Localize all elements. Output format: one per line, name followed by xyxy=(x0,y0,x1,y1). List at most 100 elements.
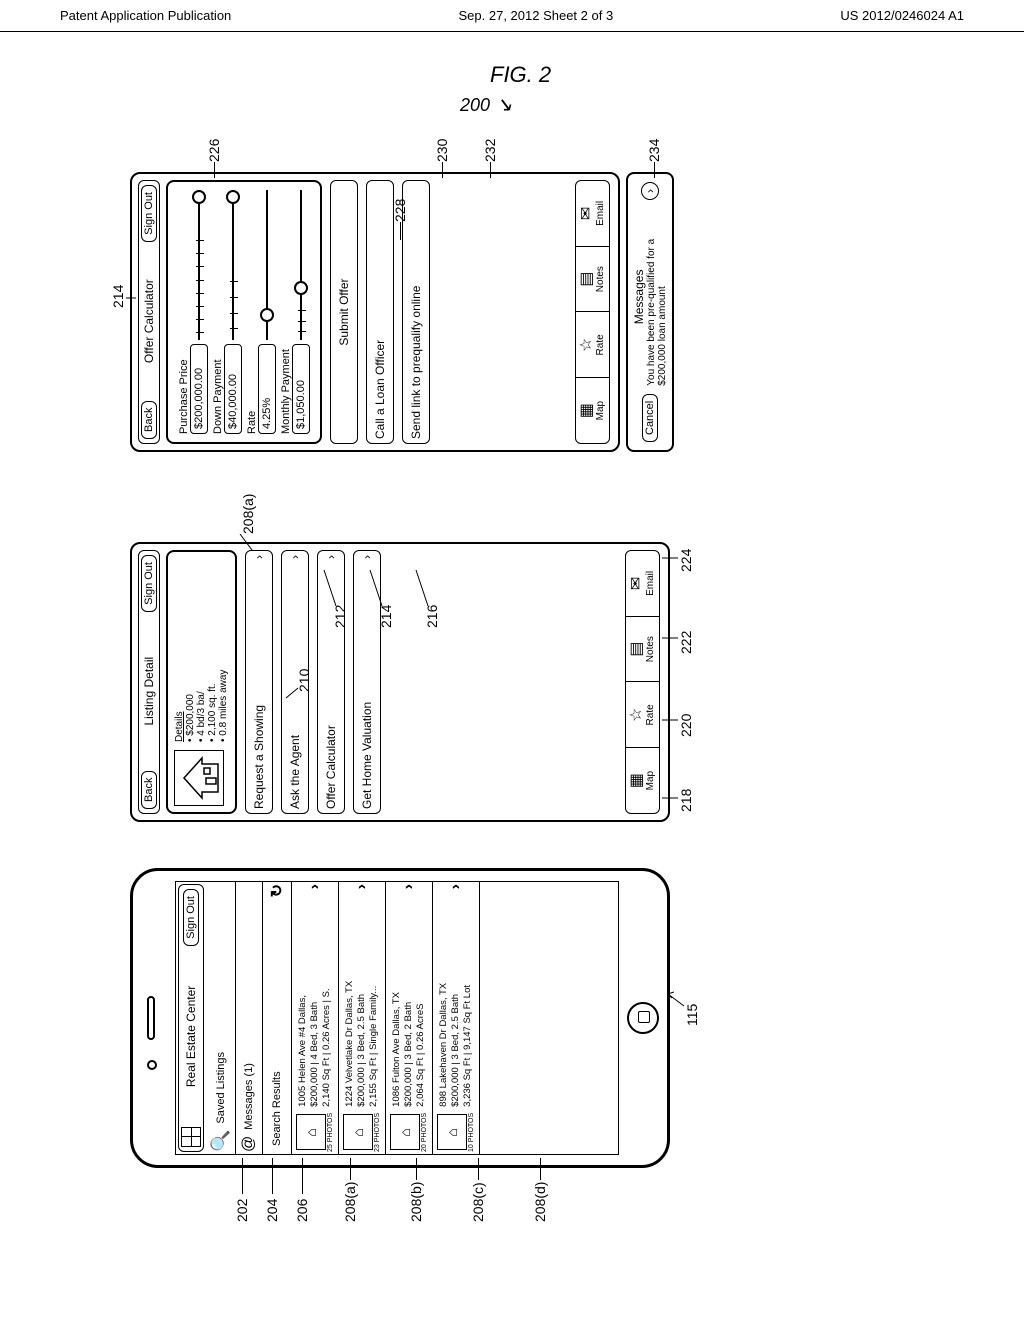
page-header: Patent Application Publication Sep. 27, … xyxy=(0,0,1024,32)
leader xyxy=(414,566,434,606)
home-button[interactable] xyxy=(627,1002,659,1034)
leader xyxy=(284,684,300,700)
rate-button[interactable]: ☆Rate xyxy=(626,682,659,748)
label: Rate xyxy=(645,704,656,725)
pub-right: US 2012/0246024 A1 xyxy=(840,8,964,23)
rate-slider[interactable] xyxy=(260,190,274,340)
cancel-button[interactable]: Cancel xyxy=(642,394,658,442)
house-icon xyxy=(174,750,224,806)
label: Get Home Valuation xyxy=(360,702,374,809)
at-icon: @ xyxy=(240,1136,258,1152)
purchase-input[interactable]: $200,000.00 xyxy=(190,344,208,434)
label: Map xyxy=(595,401,606,420)
saved-listings-row[interactable]: 🔍 Saved Listings xyxy=(206,882,236,1154)
email-icon: ✉ xyxy=(629,551,645,616)
purchase-slider[interactable] xyxy=(192,190,206,340)
detail-price: • $200,000 xyxy=(185,670,196,742)
screen-title: Offer Calculator xyxy=(142,279,156,363)
ref-204: 204 xyxy=(264,1199,280,1222)
notes-button[interactable]: ▤Notes xyxy=(576,246,609,312)
speaker-icon xyxy=(147,996,155,1040)
sqft: 2,155 Sq Ft | Single Family... xyxy=(368,981,380,1107)
house-icon: ⌂ xyxy=(390,1114,420,1150)
rate-label: Rate xyxy=(246,190,258,434)
back-button[interactable]: Back xyxy=(141,401,157,439)
label: Call a Loan Officer xyxy=(373,340,387,439)
back-button[interactable]: Back xyxy=(141,771,157,809)
map-icon: ▦ xyxy=(579,378,595,443)
screen-offer-calculator: Back Offer Calculator Sign Out Purchase … xyxy=(130,172,620,452)
photo-count: 25 PHOTOS xyxy=(327,1113,334,1152)
search-label: Search Results xyxy=(271,1071,283,1146)
map-button[interactable]: ▦Map xyxy=(576,377,609,443)
ref-222: 222 xyxy=(678,631,694,654)
email-button[interactable]: ✉Email xyxy=(626,551,659,616)
submit-offer-button[interactable]: Submit Offer xyxy=(330,180,358,444)
figure-2: FIG. 2 200 ↘ Real Estate Center Sign Out… xyxy=(0,32,1024,1292)
request-showing-button[interactable]: Request a Showing › xyxy=(245,550,273,814)
chevron-right-icon[interactable]: › xyxy=(641,182,659,200)
ref-214b: 214 xyxy=(110,285,126,308)
rate-button[interactable]: ☆Rate xyxy=(576,312,609,378)
purchase-label: Purchase Price xyxy=(178,190,190,434)
detail-beds: • 4 bd/3 ba/ xyxy=(196,670,207,742)
leader xyxy=(662,554,680,562)
notes-icon: ▤ xyxy=(579,247,595,312)
map-button[interactable]: ▦Map xyxy=(626,747,659,813)
down-label: Down Payment xyxy=(212,190,224,434)
ref-202: 202 xyxy=(234,1199,250,1222)
listing-row-d[interactable]: ⌂ 10 PHOTOS 898 Lakehaven Dr Dallas, TX … xyxy=(433,882,480,1154)
leader xyxy=(368,566,388,606)
label: Request a Showing xyxy=(252,705,266,809)
camera-icon xyxy=(147,1060,157,1070)
house-icon: ⌂ xyxy=(296,1114,326,1150)
label: Notes xyxy=(645,636,656,662)
leader xyxy=(662,794,680,802)
monthly-slider[interactable] xyxy=(294,190,308,340)
sqft: 3,236 Sq Ft | 9,147 Sq Ft Lot xyxy=(462,983,474,1107)
ref-230: 230 xyxy=(434,139,450,162)
bottom-toolbar: ▦Map ☆Rate ▤Notes ✉Email xyxy=(625,550,660,814)
notes-button[interactable]: ▤Notes xyxy=(626,616,659,682)
signout-button[interactable]: Sign Out xyxy=(183,889,199,946)
notes-icon: ▤ xyxy=(629,617,645,682)
screen-title: Listing Detail xyxy=(142,657,156,726)
listing-row-b[interactable]: ⌂ 23 PHOTOS 1224 Velvetlake Dr Dallas, T… xyxy=(339,882,386,1154)
monthly-input[interactable]: $1,050.00 xyxy=(292,344,310,434)
phone-device: Real Estate Center Sign Out 🔍 Saved List… xyxy=(130,868,670,1168)
saved-label: Saved Listings xyxy=(215,1052,227,1124)
pub-center: Sep. 27, 2012 Sheet 2 of 3 xyxy=(459,8,614,23)
addr: 898 Lakehaven Dr Dallas, TX xyxy=(438,983,450,1107)
ref-224: 224 xyxy=(678,549,694,572)
down-slider[interactable] xyxy=(226,190,240,340)
price-beds: $200,000 | 3 Bed, 2 Bath xyxy=(403,992,415,1107)
star-icon: ☆ xyxy=(579,313,595,378)
details-label: Details xyxy=(174,670,185,742)
refresh-icon[interactable]: ↻ xyxy=(267,884,287,897)
map-icon: ▦ xyxy=(629,748,645,813)
addr: 1224 Velvetlake Dr Dallas, TX xyxy=(344,981,356,1107)
signout-button[interactable]: Sign Out xyxy=(141,185,157,242)
call-loan-officer-button[interactable]: Call a Loan Officer xyxy=(366,180,394,444)
ref-208d: 208(d) xyxy=(532,1182,548,1222)
email-button[interactable]: ✉Email xyxy=(576,181,609,246)
detail-distance: • 0.8 miles away xyxy=(218,670,229,742)
down-input[interactable]: $40,000.00 xyxy=(224,344,242,434)
listing-row-c[interactable]: ⌂ 20 PHOTOS 1086 Fulton Ave Dallas, TX $… xyxy=(386,882,433,1154)
magnifier-icon: 🔍 xyxy=(210,1130,231,1152)
search-results-row: Search Results ↻ xyxy=(263,882,292,1154)
ref-208a2: 208(a) xyxy=(240,494,256,534)
photo-count: 20 PHOTOS xyxy=(421,1113,428,1152)
signout-button[interactable]: Sign Out xyxy=(141,555,157,612)
messages-row[interactable]: @ Messages (1) xyxy=(236,882,263,1154)
ref-220: 220 xyxy=(678,714,694,737)
rate-input[interactable]: 4.25% xyxy=(258,344,276,434)
apps-icon[interactable] xyxy=(181,1127,201,1147)
ref-208b: 208(b) xyxy=(408,1182,424,1222)
chevron-right-icon: › xyxy=(252,555,266,559)
price-beds: $200,000 | 3 Bed, 2.5 Bath xyxy=(450,983,462,1107)
ref-212: 212 xyxy=(332,605,348,628)
label: Ask the Agent xyxy=(288,735,302,809)
listing-row-a[interactable]: ⌂ 25 PHOTOS 1005 Helen Ave #4 Dallas, $2… xyxy=(292,882,339,1154)
ref-218: 218 xyxy=(678,789,694,812)
